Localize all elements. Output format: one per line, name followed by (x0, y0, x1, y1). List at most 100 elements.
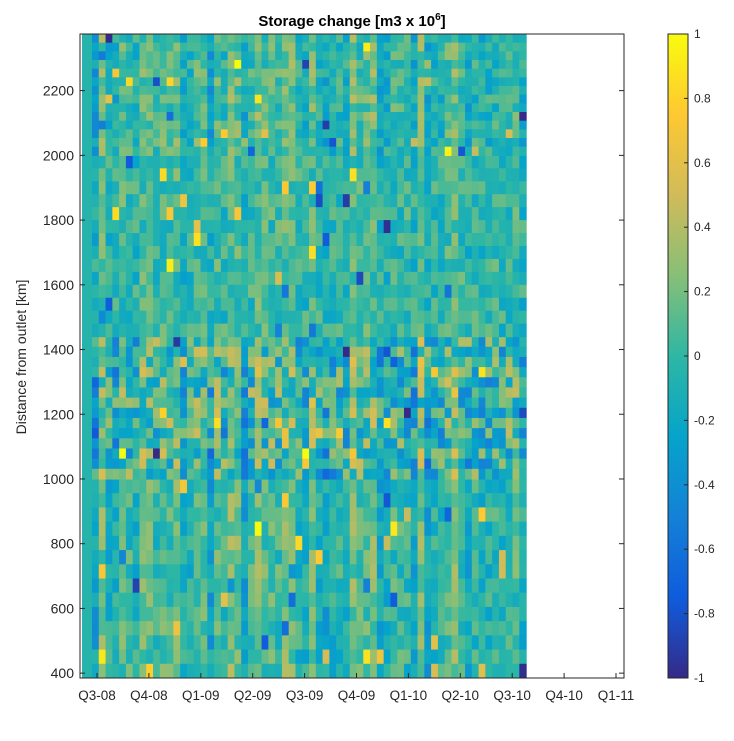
heatmap-cell (363, 258, 371, 273)
heatmap-cell (214, 468, 222, 480)
heatmap-cell (220, 68, 229, 78)
heatmap-cell (159, 468, 168, 480)
heatmap-cell (261, 297, 269, 312)
heatmap-cell (424, 606, 432, 622)
heatmap-cell (390, 220, 398, 234)
heatmap-cell (234, 310, 242, 325)
heatmap-cell (410, 284, 419, 299)
heatmap-cell (146, 220, 154, 234)
heatmap-cell (173, 207, 181, 221)
heatmap-cell (139, 297, 147, 312)
heatmap-cell (220, 458, 229, 470)
heatmap-cell (98, 468, 107, 480)
heatmap-cell (166, 68, 174, 78)
heatmap-cell (234, 507, 242, 523)
heatmap-cell (444, 207, 453, 221)
heatmap-cell (139, 478, 147, 494)
heatmap-cell (363, 245, 371, 260)
heatmap-cell (105, 663, 113, 678)
heatmap-cell (295, 521, 303, 537)
heatmap-cell (417, 194, 425, 208)
heatmap-cell (437, 521, 446, 537)
heatmap-cell (505, 258, 514, 273)
heatmap-cell (376, 606, 385, 622)
heatmap-cell (498, 387, 507, 399)
heatmap-cell (98, 550, 107, 565)
heatmap-cell (451, 635, 459, 651)
heatmap-cell (186, 323, 195, 338)
heatmap-cell (139, 155, 147, 169)
heatmap-cell (302, 112, 310, 122)
heatmap-cell (410, 129, 419, 139)
heatmap-cell (342, 34, 351, 44)
heatmap-cell (376, 220, 385, 234)
heatmap-cell (471, 649, 480, 665)
heatmap-cell (105, 233, 113, 247)
heatmap-cell (478, 68, 486, 78)
heatmap-cell (309, 535, 317, 551)
heatmap-cell (451, 138, 459, 148)
heatmap-cell (132, 129, 141, 139)
heatmap-cell (166, 356, 174, 368)
heatmap-cell (159, 129, 168, 139)
heatmap-cell (458, 86, 466, 96)
heatmap-cell (200, 60, 208, 70)
heatmap-cell (214, 60, 222, 70)
heatmap-cell (193, 181, 202, 195)
heatmap-cell (254, 377, 263, 389)
heatmap-cell (397, 478, 405, 494)
heatmap-cell (146, 258, 154, 273)
heatmap-cell (383, 377, 392, 389)
heatmap-cell (465, 245, 473, 260)
heatmap-cell (370, 310, 378, 325)
heatmap-cell (322, 207, 330, 221)
heatmap-cell (105, 521, 113, 537)
heatmap-cell (329, 220, 337, 234)
heatmap-cell (254, 284, 263, 299)
heatmap-cell (159, 77, 168, 87)
heatmap-cell (315, 194, 324, 208)
heatmap-cell (92, 458, 100, 470)
heatmap-cell (512, 438, 520, 450)
heatmap-cell (444, 428, 453, 439)
heatmap-cell (485, 468, 493, 480)
heatmap-cell (329, 550, 337, 565)
heatmap-cell (356, 578, 364, 594)
heatmap-cell (471, 138, 480, 148)
heatmap-cell (322, 550, 330, 565)
heatmap-cell (370, 621, 378, 636)
heatmap-cell (309, 297, 317, 312)
heatmap-cell (363, 346, 371, 358)
heatmap-cell (92, 129, 100, 139)
heatmap-cell (370, 51, 378, 61)
heatmap-cell (125, 428, 134, 439)
heatmap-cell (309, 181, 317, 195)
heatmap-cell (336, 367, 344, 378)
heatmap-cell (207, 438, 215, 450)
heatmap-cell (98, 155, 107, 169)
heatmap-cell (261, 220, 269, 234)
heatmap-cell (180, 86, 188, 96)
heatmap-cell (451, 77, 459, 87)
heatmap-cell (119, 346, 127, 358)
heatmap-cell (376, 428, 385, 439)
heatmap-cell (227, 377, 236, 389)
heatmap-cell (403, 448, 412, 460)
heatmap-cell (451, 245, 459, 260)
heatmap-cell (370, 94, 378, 104)
heatmap-cell (444, 550, 453, 565)
heatmap-cell (410, 356, 419, 368)
heatmap-cell (98, 448, 107, 460)
heatmap-cell (512, 86, 520, 96)
heatmap-cell (424, 336, 432, 348)
heatmap-cell (349, 68, 358, 78)
heatmap-cell (498, 233, 507, 247)
heatmap-cell (410, 155, 419, 169)
heatmap-cell (356, 181, 364, 195)
heatmap-cell (105, 168, 113, 182)
heatmap-cell (505, 663, 514, 678)
heatmap-cell (241, 129, 249, 139)
heatmap-cell (417, 94, 425, 104)
heatmap-cell (288, 592, 297, 608)
